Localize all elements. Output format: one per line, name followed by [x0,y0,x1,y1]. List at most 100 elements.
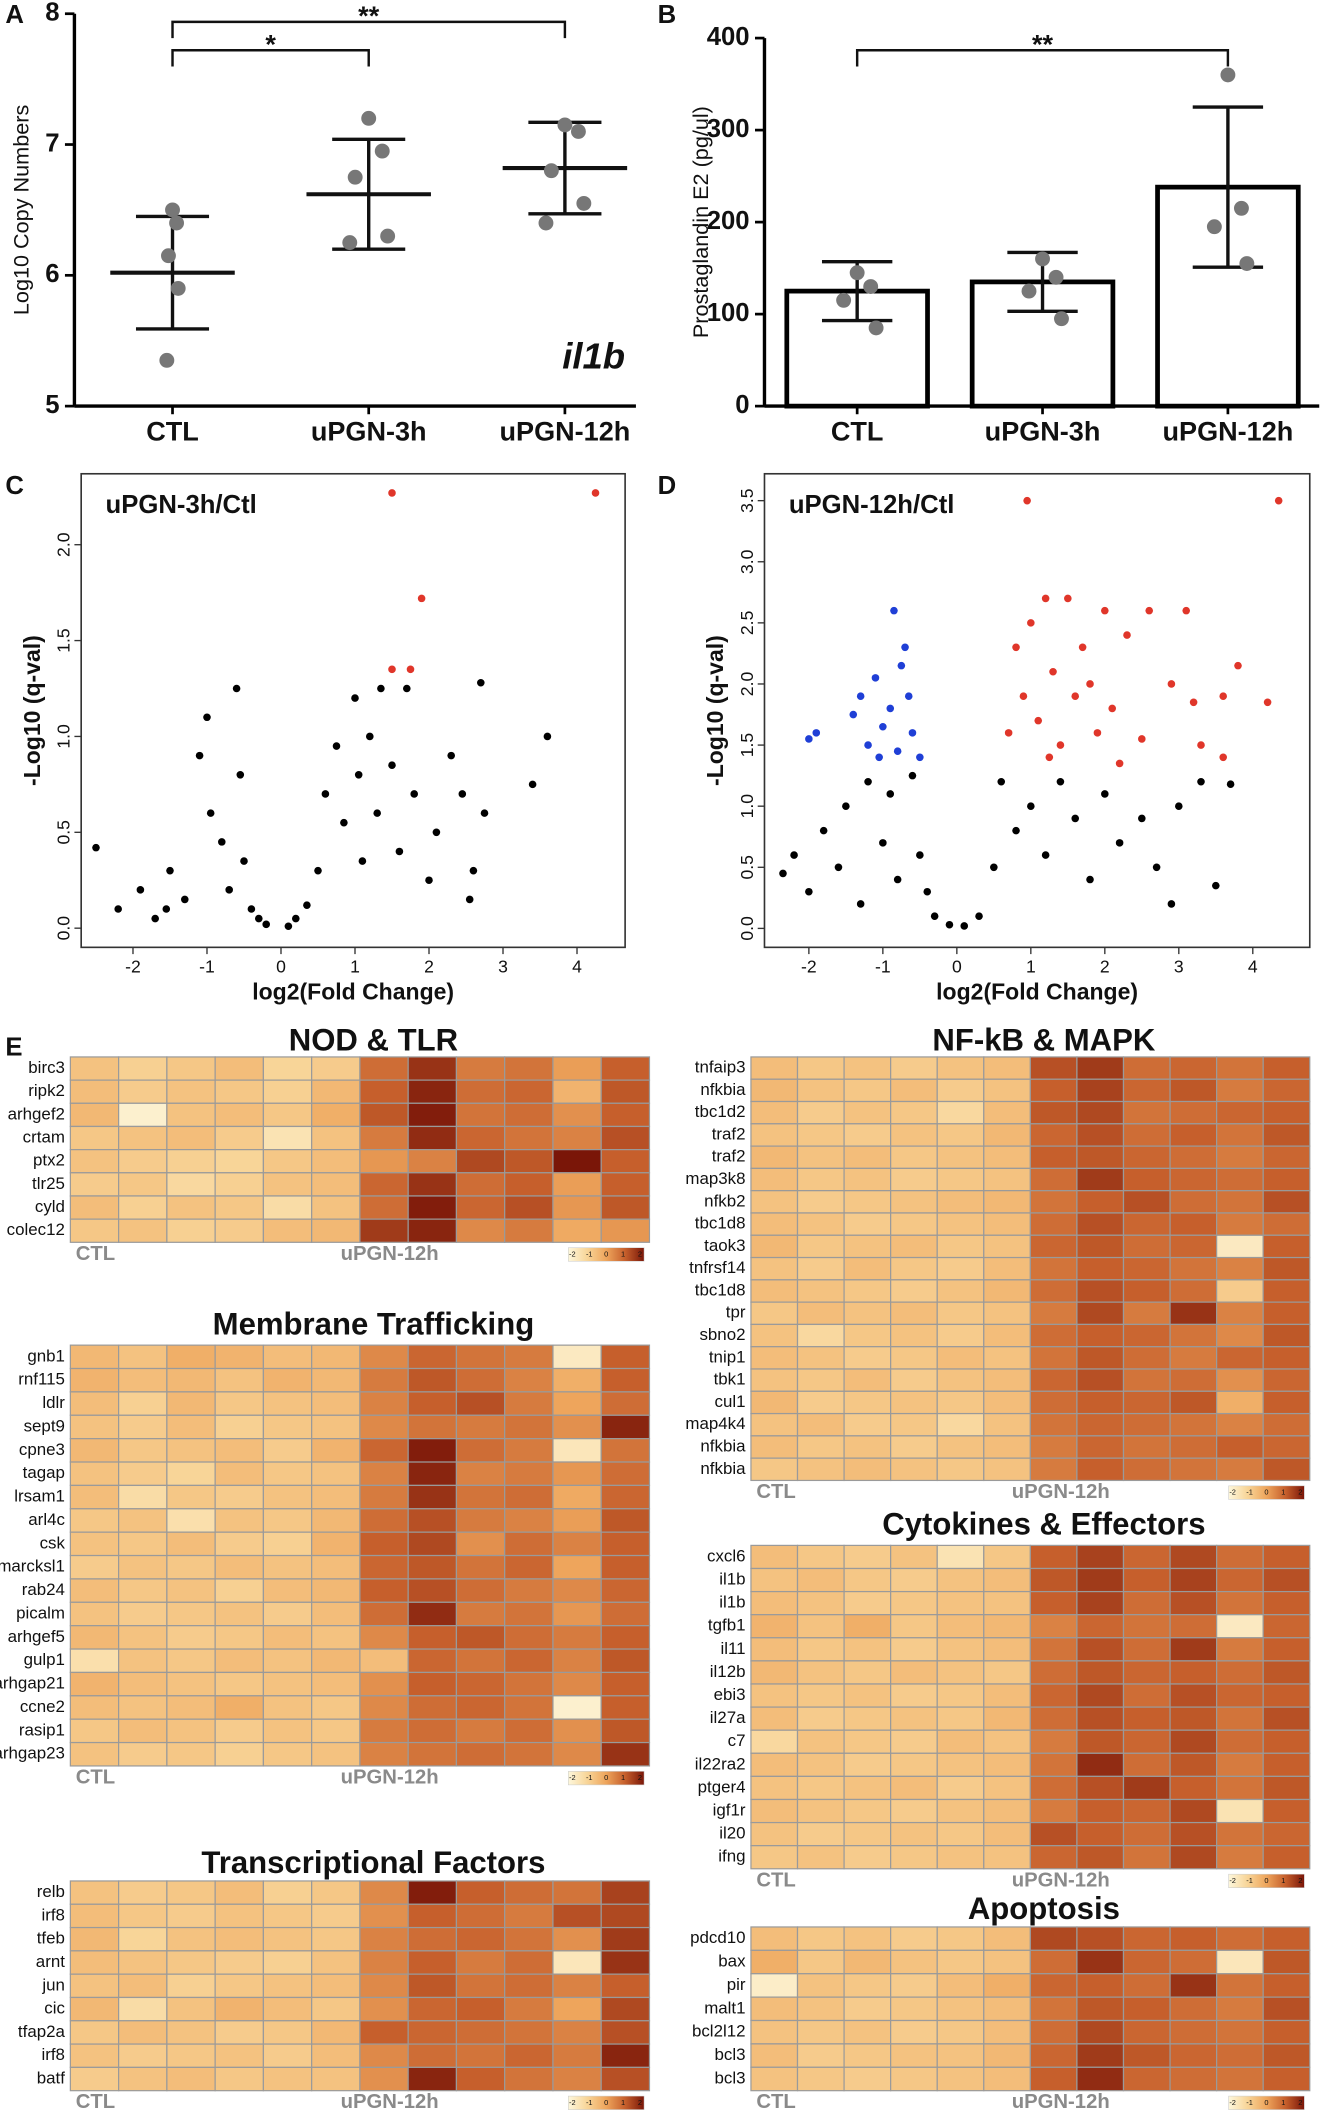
heatmap-cell [1216,1368,1264,1392]
row-label: ifng [718,1847,745,1866]
colorbar-tick-label: 0 [604,2098,608,2107]
heatmap-cell [359,1671,409,1697]
heatmap-cell [796,1544,845,1570]
heatmap-cell [936,1145,985,1169]
row-label: arhgap23 [0,1744,65,1763]
heatmap-cell [936,2043,985,2068]
heatmap-cell [214,1880,265,1905]
heatmap-cell [1216,2066,1264,2092]
data-point [347,169,363,185]
heatmap-cell [600,1996,651,2022]
data-point [856,900,865,908]
panel-letter: C [5,472,24,500]
heatmap-cell [750,1435,799,1459]
row-label: relb [37,1882,65,1901]
heatmap-cell [843,1752,892,1777]
heatmap-cell [69,1125,120,1151]
heatmap-cell [214,1172,265,1197]
row-label: il12b [710,1662,746,1681]
heatmap-cell [214,1578,265,1603]
row-label: il11 [720,1639,745,1658]
row-label: bcl2l12 [692,2022,746,2041]
data-point [1197,741,1205,749]
heatmap-cell [1262,1256,1311,1281]
data-point [1123,631,1131,639]
data-point [480,809,489,817]
heatmap-cell [262,1648,313,1674]
row-label: ptx2 [33,1151,65,1170]
heatmap-cell [311,1218,361,1243]
heatmap-cell [1216,1752,1264,1777]
y-tick-label: 400 [707,23,750,51]
heatmap-cell [69,1218,120,1243]
heatmap-cell [214,1461,265,1487]
data-point [406,665,415,674]
heatmap-cell [843,1190,892,1214]
data-point [1078,643,1087,652]
heatmap-cell [750,2066,799,2092]
heatmap-cell [890,1614,938,1639]
heatmap-cell [600,1438,651,1463]
heatmap-cell [69,2043,120,2068]
x-tick-label: 4 [1248,956,1258,976]
heatmap-cell [1262,1435,1311,1459]
data-point [997,777,1006,786]
column-group-label: uPGN-12h [341,1243,439,1265]
heatmap-cell [843,1256,892,1281]
heatmap-cell [1029,1567,1078,1593]
heatmap-cell [1216,1821,1264,1847]
heatmap-cell [750,1190,799,1214]
heatmap-cell [750,1256,799,1281]
heatmap-cell [118,1671,168,1697]
heatmap-cell [1076,1145,1125,1169]
heatmap-cell [455,1218,506,1243]
heatmap-cell [214,1531,265,1557]
heatmap-cell [455,1996,506,2022]
heatmap-cell [262,1926,313,1952]
heatmap-cell [1122,1123,1171,1147]
heatmap-cell [843,1567,892,1593]
heatmap-cell [407,1973,458,1999]
heatmap-cell [69,1880,120,1905]
row-label: irf8 [41,1905,65,1924]
row-label: bcl3 [715,2045,746,2064]
heatmap-cell [118,1391,168,1416]
data-point [395,847,404,856]
heatmap-cell [552,1880,602,1905]
heatmap-cell [796,1845,845,1870]
colorbar-tick-label: 2 [638,1249,642,1258]
heatmap-cell [1216,1544,1264,1570]
heatmap-cell [1169,1949,1218,1975]
heatmap-cell [552,1218,602,1243]
heatmap-cell [1029,1949,1078,1975]
data-point [1041,851,1050,859]
heatmap-cell [1122,1949,1171,1975]
heatmap-cell [69,1079,120,1104]
heatmap-cell [1122,1212,1171,1236]
heatmap-cell [166,1391,216,1416]
y-tick-label: 2.0 [737,672,757,697]
x-tick-label: 3 [1174,956,1184,976]
heatmap-cell [1169,1660,1218,1685]
heatmap-cell [750,1775,799,1801]
heatmap-cell [262,1625,313,1650]
heatmap-cell [1169,1567,1218,1593]
heatmap-cell [796,1775,845,1801]
data-point [1093,729,1102,737]
colorbar-tick-label: 1 [1281,2098,1285,2107]
data-point [805,735,813,743]
heatmap-cell [1029,1368,1078,1392]
data-point [904,692,913,700]
heatmap-cell [1076,1567,1125,1593]
heatmap-cell [936,1167,985,1192]
heatmap-cell [311,1195,361,1220]
heatmap-cell [600,1102,651,1128]
heatmap-cell [890,1167,938,1192]
data-point [528,780,537,789]
row-label: pdcd10 [690,1928,745,1947]
y-tick-label: 1.0 [54,724,74,749]
heatmap-cell [407,1996,458,2022]
heatmap-cell [504,1102,554,1128]
heatmap-cell [936,1056,985,1080]
data-point [354,770,363,779]
